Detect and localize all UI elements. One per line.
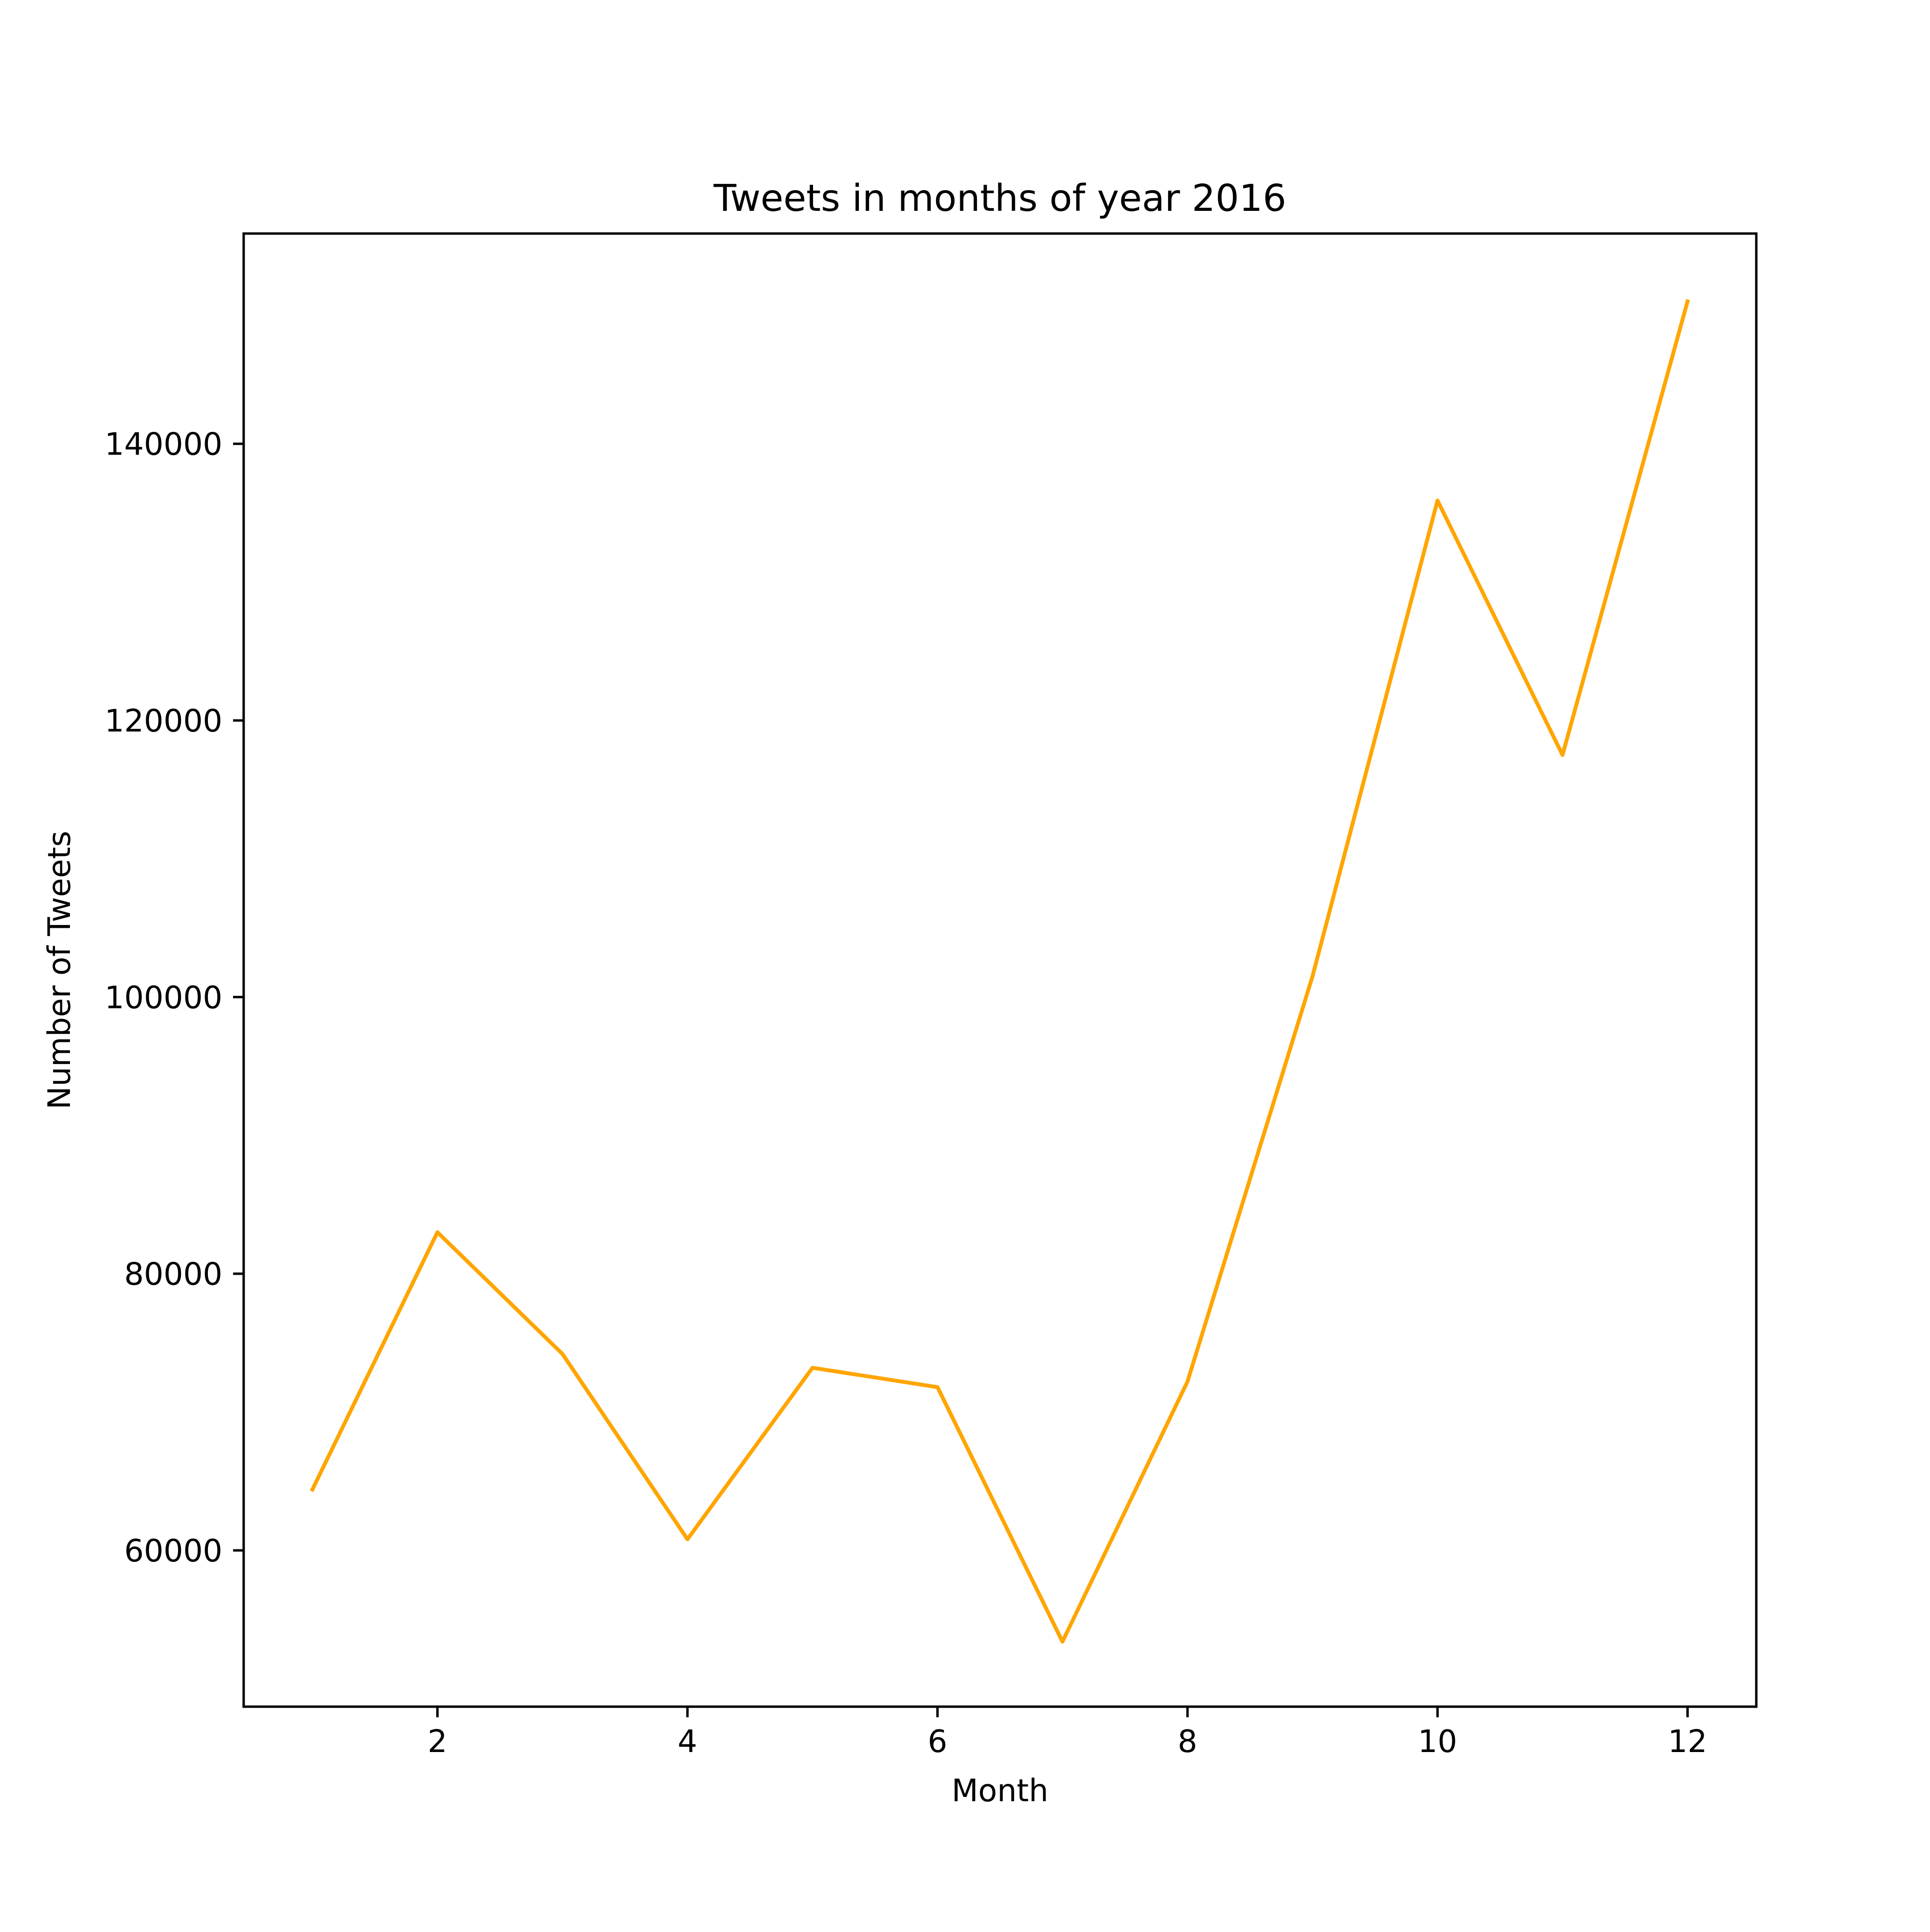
x-tick-label: 6 [928, 1724, 948, 1760]
x-tick-label: 12 [1668, 1724, 1707, 1760]
x-tick-label: 10 [1418, 1724, 1457, 1760]
x-tick-label: 4 [677, 1724, 697, 1760]
y-tick-label: 140000 [105, 427, 222, 463]
x-tick-label: 2 [427, 1724, 447, 1760]
x-tick-label: 8 [1178, 1724, 1198, 1760]
chart-title: Tweets in months of year 2016 [713, 177, 1286, 220]
axes-frame [242, 232, 1758, 1708]
x-axis-label: Month [951, 1773, 1048, 1809]
y-tick-label: 60000 [124, 1533, 222, 1569]
y-tick-label: 80000 [124, 1257, 222, 1293]
y-axis-label: Number of Tweets [42, 831, 78, 1110]
y-tick-label: 120000 [105, 704, 222, 739]
y-tick-label: 100000 [105, 980, 222, 1016]
y-axis-ticks: 60000 80000 100000 120000 140000 [105, 427, 244, 1569]
series-line [310, 299, 1690, 1644]
series-layer [310, 299, 1690, 1644]
x-axis-ticks: 2 4 6 8 10 12 [427, 1707, 1707, 1760]
